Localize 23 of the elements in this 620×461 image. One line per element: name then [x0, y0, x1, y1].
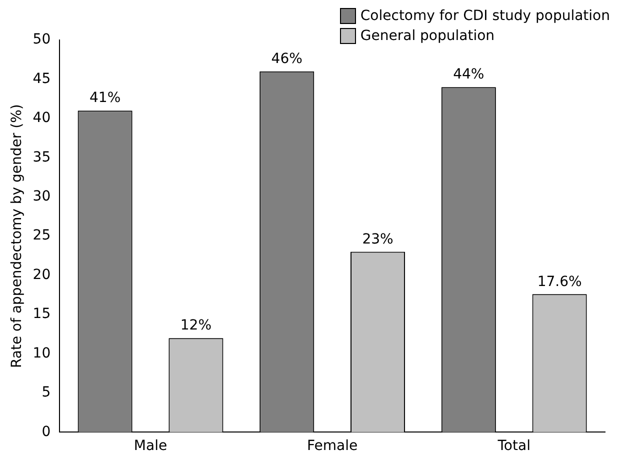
legend-label: Colectomy for CDI study population	[360, 8, 610, 24]
y-tick-label: 35	[32, 149, 51, 166]
legend-label: General population	[360, 28, 495, 44]
y-tick-label: 15	[32, 306, 51, 322]
y-tick-label: 50	[32, 32, 51, 48]
y-tick-label: 30	[32, 188, 51, 205]
y-tick-label: 0	[42, 424, 51, 440]
x-tick-label: Male	[134, 438, 168, 454]
data-label: 17.6%	[537, 274, 582, 290]
y-tick-label: 40	[32, 110, 51, 126]
data-label: 23%	[362, 231, 394, 248]
x-tick-label: Total	[496, 438, 530, 454]
y-tick-label: 10	[32, 345, 51, 362]
data-label: 46%	[271, 51, 302, 68]
y-tick-label: 20	[32, 266, 51, 283]
y-tick-label: 25	[32, 228, 51, 244]
y-tick-label: 5	[42, 384, 51, 401]
data-label: 12%	[180, 318, 212, 334]
data-label: 44%	[453, 66, 484, 83]
x-tick-label: Female	[306, 438, 358, 454]
data-label: 41%	[90, 90, 121, 106]
y-tick-label: 45	[32, 70, 51, 87]
y-axis-title: Rate of appendectomy by gender (%)	[9, 104, 26, 368]
